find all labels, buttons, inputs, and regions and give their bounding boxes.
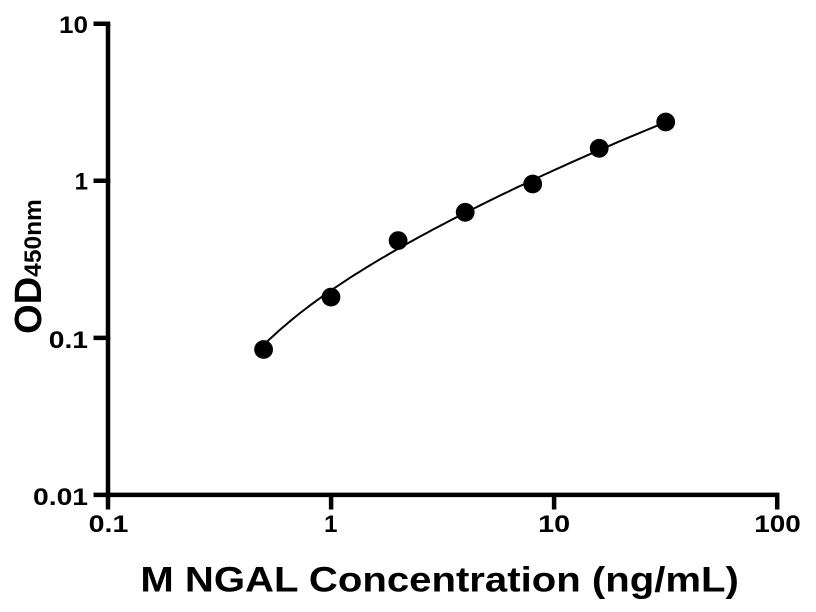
svg-text:M NGAL Concentration (ng/mL): M NGAL Concentration (ng/mL)	[140, 561, 739, 600]
svg-text:10: 10	[59, 12, 88, 39]
svg-text:1: 1	[75, 169, 88, 196]
svg-text:0.1: 0.1	[89, 511, 129, 538]
svg-text:10: 10	[538, 511, 570, 538]
svg-text:100: 100	[754, 511, 801, 538]
svg-text:OD450nm: OD450nm	[8, 199, 50, 334]
svg-text:0.01: 0.01	[33, 484, 88, 511]
svg-text:0.1: 0.1	[49, 327, 88, 354]
svg-text:1: 1	[324, 511, 337, 538]
